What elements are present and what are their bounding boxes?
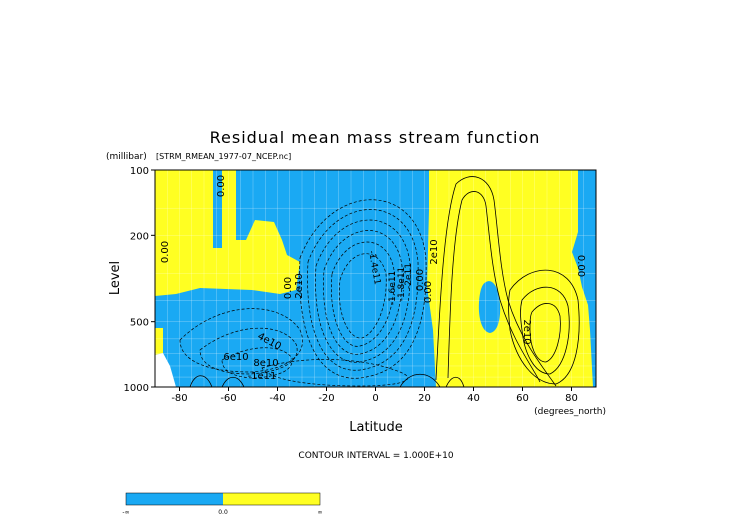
contour-label: 0.00 — [216, 175, 227, 197]
contour-line — [179, 308, 303, 373]
colorbar-positive — [223, 493, 320, 505]
y-units-label: (millibar) — [106, 152, 147, 162]
x-tick-label: 20 — [418, 393, 431, 404]
colorbar-label: 0.0 — [218, 509, 228, 516]
colorbar-negative — [126, 493, 223, 505]
contour-line — [221, 347, 293, 379]
x-tick-label: 40 — [467, 393, 480, 404]
contour-label: 6e10 — [223, 352, 248, 363]
x-tick-label: -60 — [220, 393, 236, 404]
contour-line — [307, 209, 419, 371]
contour-line — [447, 191, 541, 383]
x-axis: -80 -60 -40 -20 0 20 40 60 80 — [171, 387, 578, 404]
contour-label: -1.8e11 — [397, 267, 407, 302]
contour-label: 2e10 — [294, 273, 305, 298]
contour-label: 2e10 — [429, 239, 440, 264]
contour-line — [315, 219, 411, 363]
contour-label: 0.00 — [160, 241, 171, 263]
positive-region-east — [427, 170, 593, 387]
negative-island — [478, 281, 501, 333]
x-units-label: (degrees_north) — [534, 407, 606, 417]
colorbar: -∞ 0.0 ∞ — [122, 492, 323, 516]
contour-label: 2e10 — [521, 319, 532, 344]
chart-subtitle: [STRM_RMEAN_1977-07_NCEP.nc] — [156, 152, 291, 161]
contour-label: -1e11 — [248, 371, 277, 382]
y-axis: 100 200 500 1000 — [124, 166, 155, 394]
contour-label: -1.6e11 — [388, 271, 398, 306]
contour-label: 0.00 — [283, 277, 294, 299]
chart-title: Residual mean mass stream function — [210, 128, 541, 147]
contour-interval-note: CONTOUR INTERVAL = 1.000E+10 — [298, 451, 453, 461]
blank-region-sw-corner — [155, 353, 176, 387]
x-tick-label: 0 — [372, 393, 378, 404]
y-tick-label: 200 — [130, 231, 149, 242]
contour-label: 0.00 — [415, 269, 426, 291]
y-axis-label: Level — [108, 261, 123, 295]
colorbar-frame — [125, 492, 321, 506]
positive-region-sw-corner — [155, 328, 163, 355]
contour-line — [508, 269, 580, 385]
x-tick-label: 80 — [565, 393, 578, 404]
contour-line — [435, 176, 557, 387]
y-tick-label: 1000 — [124, 383, 149, 394]
y-tick-label: 100 — [130, 166, 149, 177]
contour-line — [323, 230, 403, 355]
contour-label: -2e11 — [404, 263, 414, 289]
colorbar-label: -∞ — [122, 509, 129, 516]
colorbar-label: ∞ — [318, 509, 323, 516]
contour-line — [189, 373, 465, 387]
contour-label: 0.00 — [423, 281, 434, 303]
x-axis-label: Latitude — [349, 420, 403, 435]
contour-line — [338, 253, 387, 339]
x-tick-label: -40 — [269, 393, 285, 404]
positive-region-left — [155, 170, 300, 296]
x-tick-label: -20 — [318, 393, 334, 404]
contour-label: 8e10 — [253, 358, 278, 369]
contour-lines — [179, 176, 580, 387]
contour-line — [299, 199, 427, 379]
y-tick-label: 500 — [130, 318, 149, 329]
x-tick-label: -80 — [171, 393, 187, 404]
negative-region-far-east — [588, 222, 596, 250]
contour-line — [520, 286, 570, 375]
x-tick-label: 60 — [516, 393, 529, 404]
contour-labels: 0.00 0.00 0.00 0.00 0.00 0.00 2e10 2e10 … — [160, 175, 586, 382]
contour-label: 0.00 — [575, 255, 586, 277]
contour-line — [331, 241, 395, 347]
contour-line — [529, 303, 561, 363]
